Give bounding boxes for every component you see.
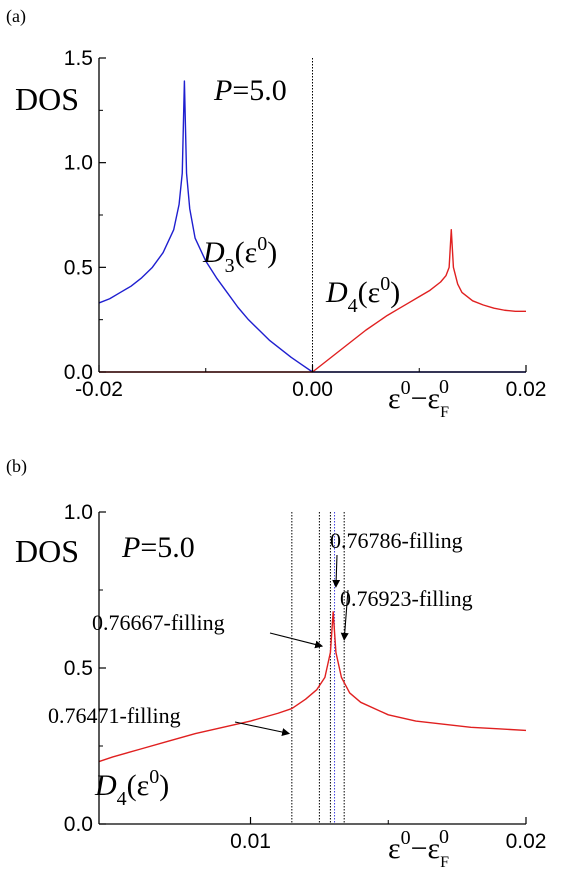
series-line-1 [98, 80, 526, 373]
series-label-d4-b: D4(ε0) [94, 766, 169, 810]
annotation-0-76667: 0.76667-filling [92, 610, 225, 635]
x-tick-label: 0.00 [292, 378, 333, 401]
panel-a-xlabel: ε0−εF0 [388, 376, 449, 421]
annotation-0-76923: 0.76923-filling [340, 586, 473, 611]
series-line-1 [98, 611, 527, 763]
panel-a-ylabel: DOS [15, 81, 79, 117]
annotation-0-76786: 0.76786-filling [330, 528, 463, 553]
panel-b: (b) 0.0 0.5 1.0 0.01 0.02 DOS P=5.0 D4(ε0) ε… [6, 456, 546, 871]
y-tick-label: 1.5 [64, 47, 93, 70]
y-tick-label: 0.5 [64, 256, 93, 279]
panel-a-parameter-name: P [213, 74, 232, 107]
x-tick-label: 0.01 [230, 830, 271, 853]
y-tick-label: 0.5 [64, 657, 93, 680]
annotation-arrow [234, 721, 291, 736]
y-tick-label: 1.0 [64, 152, 93, 175]
panel-a-axes: 0.0 0.5 1.0 1.5 -0.02 0.00 0.02 [64, 47, 547, 401]
panel-b-ylabel: DOS [15, 533, 79, 569]
panel-b-lines [98, 512, 527, 824]
panel-a: (a) 0.00.51.01.5-0.02 0.00 0.02 DOS P=5.0 … [6, 6, 546, 421]
annotation-arrow [269, 632, 324, 649]
x-tick-label: 0.02 [506, 378, 547, 401]
panel-a-lines [98, 58, 526, 373]
y-tick-label: 1.0 [64, 501, 93, 524]
panel-b-parameter-value: =5.0 [140, 531, 194, 564]
panel-b-parameter-name: P [121, 531, 140, 564]
x-tick-label: -0.02 [75, 378, 123, 401]
annotation-0-76471: 0.76471-filling [48, 703, 181, 728]
x-tick-label: 0.02 [506, 830, 547, 853]
annotation-arrow [332, 554, 341, 588]
series-label-d4: D4(ε0) [325, 273, 400, 317]
panel-a-parameter-value: =5.0 [232, 74, 286, 107]
y-tick-label: 0.0 [64, 361, 93, 384]
y-tick-label: 0.0 [64, 813, 93, 836]
panel-b-axes: 0.0 0.5 1.0 0.01 0.02 [64, 501, 547, 853]
series-label-d3: D3(ε0) [202, 233, 277, 277]
panel-b-xlabel: ε0−εF0 [388, 826, 449, 871]
panel-b-parameter: P=5.0 [121, 531, 195, 564]
annotation-arrows [234, 554, 349, 736]
panel-b-label: (b) [6, 456, 27, 477]
annotation-arrow [340, 589, 349, 641]
series-line-2 [99, 228, 526, 373]
panel-a-label: (a) [6, 6, 26, 27]
panel-a-parameter: P=5.0 [213, 74, 287, 107]
